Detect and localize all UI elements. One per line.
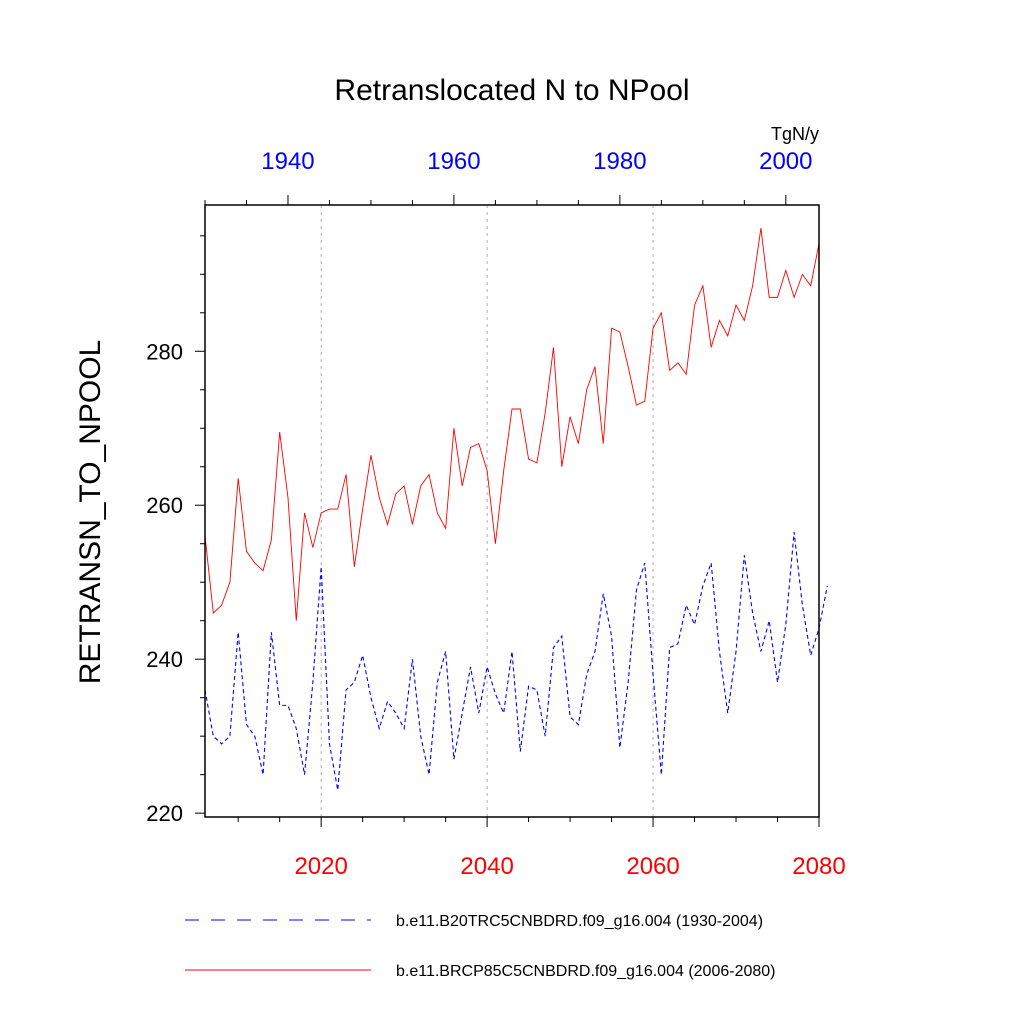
series-line-1 — [204, 228, 820, 621]
x-top-tick-label-1960: 1960 — [427, 148, 480, 175]
axes: 220 240 260 280 2020 2040 2060 2080 1940 1960 1980… — [146, 148, 845, 880]
y-tick-label-220: 220 — [146, 801, 183, 826]
x-top-tick-label-1980: 1980 — [593, 148, 646, 175]
y-tick-label-240: 240 — [146, 647, 183, 672]
units-label: TgN/y — [771, 124, 819, 144]
series-lines — [204, 228, 828, 791]
x-top-tick-label-2000: 2000 — [759, 148, 812, 175]
chart-title: Retranslocated N to NPool — [334, 74, 689, 107]
x-top-tick-label-1940: 1940 — [261, 148, 314, 175]
y-tick-label-280: 280 — [146, 339, 183, 364]
y-tick-label-260: 260 — [146, 493, 183, 518]
x-bottom-tick-label-2020: 2020 — [294, 853, 347, 880]
plot-frame — [204, 204, 820, 818]
x-bottom-tick-label-2080: 2080 — [792, 853, 845, 880]
legend-label-rcp85: b.e11.BRCP85C5CNBDRD.f09_g16.004 (2006-2… — [396, 963, 775, 980]
series-line-0 — [204, 532, 828, 791]
y-axis-label: RETRANSN_TO_NPOOL — [74, 340, 107, 685]
legend-label-historical: b.e11.B20TRC5CNBDRD.f09_g16.004 (1930-20… — [396, 913, 763, 930]
x-bottom-tick-label-2060: 2060 — [626, 853, 679, 880]
x-bottom-tick-label-2040: 2040 — [460, 853, 513, 880]
